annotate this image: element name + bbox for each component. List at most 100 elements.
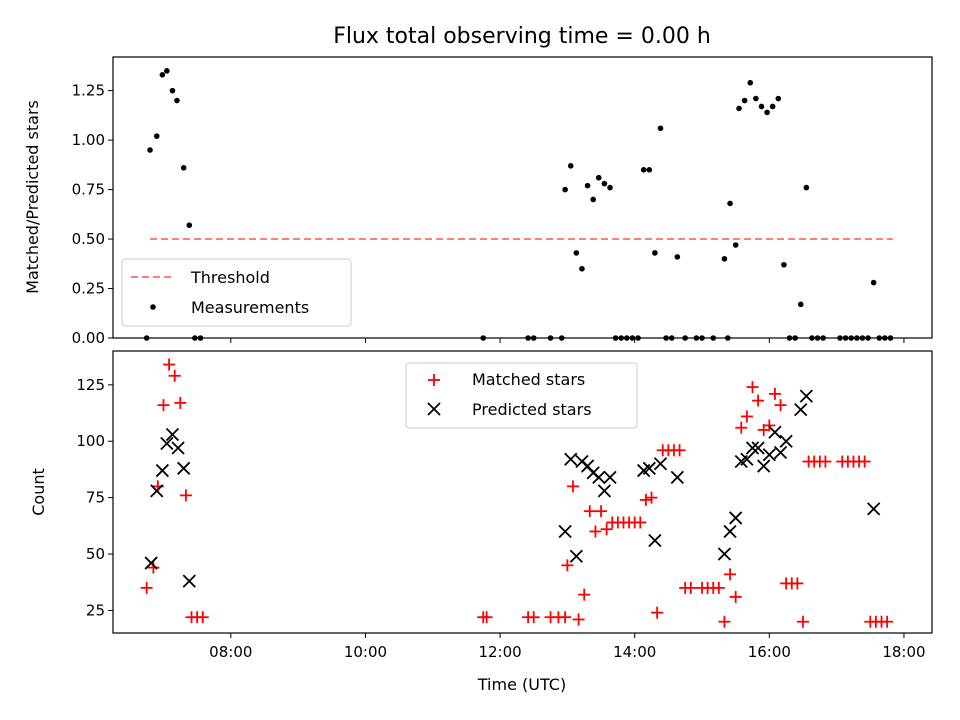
predicted-star-point bbox=[670, 470, 684, 484]
measurement-point bbox=[764, 109, 770, 116]
top-legend-box bbox=[121, 258, 352, 327]
measurement-point bbox=[584, 182, 591, 189]
matched-star-point bbox=[566, 480, 579, 493]
matched-star-point bbox=[684, 581, 697, 594]
predicted-star-point bbox=[558, 524, 572, 539]
matched-star-point bbox=[147, 561, 160, 574]
predicted-star-point bbox=[773, 445, 788, 460]
measurement-point bbox=[775, 95, 782, 102]
measurement-point bbox=[180, 165, 187, 171]
matched-star-point bbox=[578, 588, 591, 601]
measurement-point bbox=[727, 200, 733, 207]
measurement-point bbox=[174, 97, 180, 104]
matched-star-point bbox=[480, 611, 493, 624]
measurement-point bbox=[803, 184, 810, 191]
legend-matched-swatch bbox=[428, 374, 440, 386]
matched-star-point bbox=[858, 455, 871, 468]
predicted-star-point bbox=[723, 524, 737, 539]
legend-matched-label: Matched stars bbox=[472, 370, 585, 389]
predicted-star-point bbox=[597, 484, 612, 498]
matched-star-point bbox=[752, 394, 765, 407]
bottom-xtick-label: 12:00 bbox=[478, 643, 521, 661]
measurement-point bbox=[640, 166, 647, 173]
matched-star-point bbox=[740, 410, 753, 423]
matched-star-point bbox=[746, 381, 759, 394]
measurement-point bbox=[590, 196, 596, 203]
predicted-star-point bbox=[182, 574, 196, 588]
predicted-star-point bbox=[751, 441, 765, 455]
matched-star-point bbox=[527, 611, 540, 624]
matched-star-point bbox=[634, 516, 647, 529]
predicted-star-point bbox=[799, 389, 813, 403]
top-ytick-label: 0.25 bbox=[72, 280, 105, 298]
bottom-ytick-label: 100 bbox=[76, 432, 105, 450]
bottom-xtick-label: 08:00 bbox=[209, 643, 252, 661]
matched-star-point bbox=[589, 525, 602, 538]
top-ytick-label: 0.00 bbox=[72, 329, 105, 347]
predicted-star-point bbox=[757, 459, 771, 473]
measurement-point bbox=[567, 163, 574, 169]
matched-star-point bbox=[651, 606, 664, 619]
matched-star-point bbox=[572, 613, 585, 626]
measurement-point bbox=[601, 180, 608, 187]
bottom-legend-box bbox=[405, 362, 638, 429]
measurement-point bbox=[747, 79, 754, 86]
matched-star-point bbox=[763, 419, 776, 432]
matched-star-point bbox=[768, 387, 781, 400]
bottom-xtick-label: 10:00 bbox=[344, 643, 387, 661]
predicted-star-point bbox=[603, 470, 617, 484]
bottom-x-axis-label: Time (UTC) bbox=[477, 675, 566, 694]
matched-star-point bbox=[718, 615, 731, 628]
predicted-star-point bbox=[177, 461, 191, 475]
measurement-point bbox=[164, 68, 170, 74]
measurement-point bbox=[769, 103, 776, 110]
matched-star-point bbox=[645, 491, 658, 504]
measurement-point bbox=[579, 265, 585, 272]
matched-star-point bbox=[595, 505, 608, 518]
bottom-y-axis-label: Count bbox=[29, 468, 48, 516]
matched-star-point bbox=[819, 455, 832, 468]
measurement-point bbox=[607, 184, 613, 191]
measurement-point bbox=[147, 147, 153, 153]
bottom-plot-frame bbox=[112, 350, 933, 634]
predicted-star-point bbox=[794, 403, 808, 417]
measurement-point bbox=[562, 186, 568, 193]
bottom-ytick-label: 25 bbox=[86, 601, 105, 619]
predicted-star-point bbox=[867, 502, 881, 516]
predicted-star-point bbox=[150, 484, 164, 498]
predicted-star-point bbox=[717, 547, 732, 561]
measurement-point bbox=[674, 254, 681, 260]
matched-star-point bbox=[735, 421, 748, 434]
matched-star-point bbox=[561, 559, 574, 572]
top-ytick-label: 0.75 bbox=[72, 181, 105, 199]
legend-measurements-label: Measurements bbox=[191, 298, 309, 317]
predicted-star-point bbox=[569, 549, 583, 563]
top-ytick-label: 0.50 bbox=[72, 230, 105, 248]
measurement-point bbox=[758, 103, 765, 110]
predicted-star-point bbox=[653, 457, 668, 471]
measurement-point bbox=[736, 105, 742, 112]
predicted-star-point bbox=[762, 448, 776, 462]
predicted-star-point bbox=[768, 425, 782, 439]
bottom-xtick-label: 16:00 bbox=[748, 643, 791, 661]
predicted-star-point bbox=[642, 461, 656, 475]
legend-threshold-label: Threshold bbox=[190, 268, 270, 287]
top-ytick-label: 1.25 bbox=[72, 82, 105, 100]
top-legend: Threshold Measurements bbox=[121, 258, 352, 327]
matched-star-point bbox=[729, 590, 742, 603]
measurement-point bbox=[657, 125, 664, 132]
measurement-point bbox=[741, 97, 748, 104]
measurement-point bbox=[721, 256, 728, 262]
matched-star-point bbox=[673, 444, 686, 457]
legend-predicted-swatch bbox=[427, 402, 441, 416]
predicted-star-point bbox=[592, 470, 606, 484]
measurement-point bbox=[781, 261, 787, 268]
predicted-star-point bbox=[144, 556, 158, 570]
matched-star-point bbox=[583, 505, 596, 518]
predicted-star-point bbox=[745, 441, 760, 455]
measurement-point bbox=[797, 301, 804, 308]
matched-star-point bbox=[174, 396, 187, 409]
legend-measurements-swatch bbox=[150, 304, 156, 310]
matched-star-point bbox=[881, 615, 894, 628]
